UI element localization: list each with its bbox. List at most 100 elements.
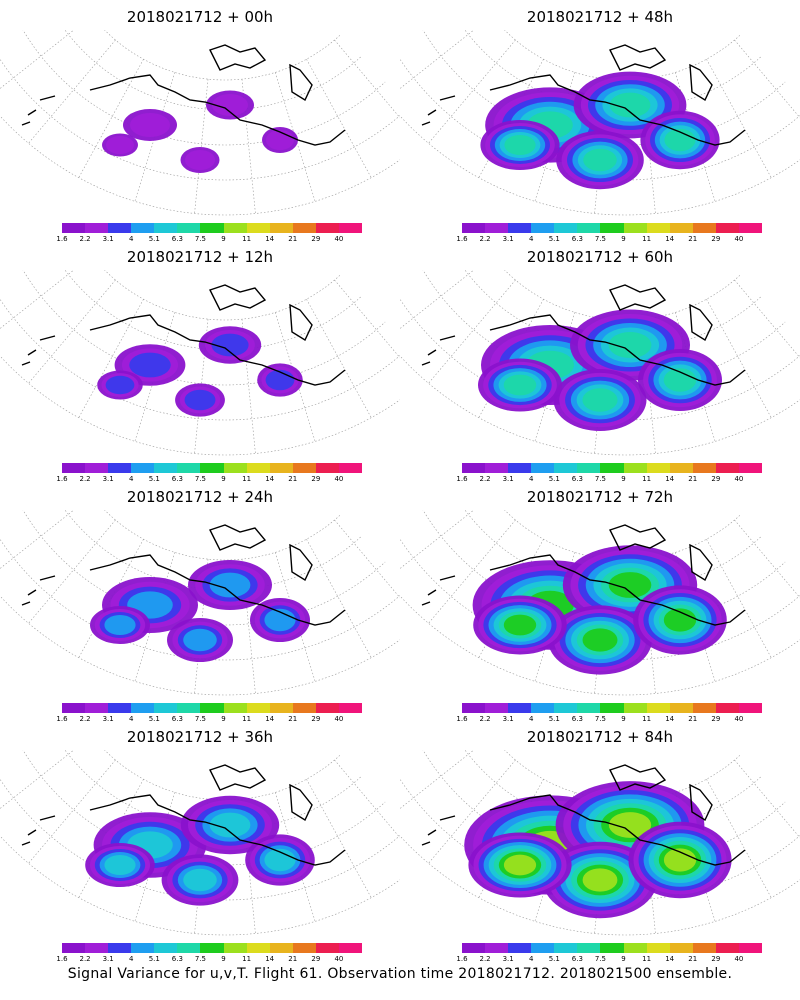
colorbar-swatch (692, 703, 716, 713)
colorbar-label: 1.6 (456, 955, 468, 963)
colorbar-label: 9 (221, 235, 226, 243)
colorbar-swatch (600, 463, 624, 473)
colorbar-swatch (246, 463, 270, 473)
colorbar-label: 3.1 (102, 475, 114, 483)
colorbar-label: 1.6 (56, 235, 68, 243)
colorbar-label: 9 (621, 475, 626, 483)
colorbar-swatch (62, 943, 86, 953)
colorbar-swatch (85, 463, 109, 473)
colorbar-swatch (531, 703, 555, 713)
colorbar-swatch (577, 703, 601, 713)
colorbar-swatch (108, 463, 132, 473)
colorbar-swatch (246, 943, 270, 953)
colorbar-swatch (646, 703, 670, 713)
colorbar-swatch (338, 943, 363, 953)
colorbar-label: 4 (528, 715, 534, 723)
colorbar-label: 7.5 (194, 955, 207, 963)
colorbar-label: 2.2 (479, 715, 491, 723)
colorbar-label: 4 (128, 475, 134, 483)
colorbar-label: 7.5 (194, 475, 207, 483)
colorbar-label: 1.6 (56, 475, 68, 483)
colorbar (62, 223, 363, 233)
colorbar-label: 9 (621, 955, 626, 963)
colorbar-swatch (715, 943, 739, 953)
colorbar-swatch (223, 703, 247, 713)
colorbar-label: 4 (128, 235, 134, 243)
colorbar-label: 9 (221, 475, 226, 483)
colorbar-label: 29 (311, 955, 321, 963)
panel-title: 2018021712 + 72h (526, 488, 674, 506)
colorbar-swatch (508, 463, 532, 473)
colorbar (462, 463, 763, 473)
colorbar-label: 29 (711, 715, 721, 723)
colorbar-label: 29 (711, 235, 721, 243)
colorbar-label: 1.6 (56, 955, 68, 963)
colorbar-label: 6.3 (571, 235, 583, 243)
colorbar-swatch (669, 703, 693, 713)
colorbar (62, 463, 363, 473)
colorbar-swatch (462, 943, 486, 953)
colorbar-swatch (108, 223, 132, 233)
forecast-panel: 2018021712 + 12h 1.6 2.2 3.1 4 5.1 6.3 7.5 9 11 14… (0, 240, 400, 485)
colorbar-swatch (462, 223, 486, 233)
polar-map (0, 510, 400, 696)
colorbar-label: 4 (128, 715, 134, 723)
colorbar-swatch (131, 223, 155, 233)
colorbar-swatch (154, 943, 178, 953)
graticule (0, 30, 400, 216)
colorbar-label: 40 (734, 955, 744, 963)
panel-title: 2018021712 + 36h (126, 728, 274, 746)
colorbar-label: 1.6 (56, 715, 68, 723)
panel-title: 2018021712 + 24h (126, 488, 274, 506)
forecast-panel: 2018021712 + 24h 1.6 2.2 3.1 4 5.1 6.3 7.5 9 11 14… (0, 480, 400, 725)
colorbar-label: 5.1 (148, 715, 160, 723)
colorbar-label: 3.1 (502, 955, 514, 963)
colorbar-swatch (600, 223, 624, 233)
colorbar-swatch (269, 943, 293, 953)
colorbar-label: 6.3 (571, 715, 583, 723)
colorbar-label: 3.1 (502, 235, 514, 243)
colorbar-label: 3.1 (102, 715, 114, 723)
polar-map (400, 30, 800, 216)
colorbar-label: 29 (311, 715, 321, 723)
colorbar-swatch (600, 943, 624, 953)
colorbar-swatch (292, 463, 316, 473)
colorbar-swatch (338, 463, 363, 473)
colorbar-label: 14 (265, 955, 275, 963)
colorbar-swatch (554, 223, 578, 233)
colorbar-swatch (485, 703, 509, 713)
colorbar-swatch (131, 703, 155, 713)
colorbar-swatch (269, 703, 293, 713)
colorbar-label: 6.3 (171, 955, 183, 963)
colorbar-swatch (131, 463, 155, 473)
colorbar-swatch (154, 223, 178, 233)
figure-caption: Signal Variance for u,v,T. Flight 61. Ob… (67, 966, 733, 982)
colorbar-label: 40 (334, 475, 344, 483)
colorbar-labels: 1.6 2.2 3.1 4 5.1 6.3 7.5 9 11 14 21 29 40 (56, 715, 362, 725)
panel-title: 2018021712 + 00h (126, 8, 274, 26)
coastline (21, 284, 346, 386)
forecast-panel: 2018021712 + 36h 1.6 2.2 3.1 4 5.1 6.3 7.5 9 11 14… (0, 720, 400, 965)
polar-map (400, 750, 800, 936)
colorbar-label: 9 (221, 715, 226, 723)
colorbar-label: 2.2 (479, 235, 491, 243)
colorbar-swatch (315, 703, 339, 713)
colorbar-swatch (531, 223, 555, 233)
colorbar-label: 21 (688, 235, 698, 243)
colorbar-swatch (292, 703, 316, 713)
coastline (21, 764, 346, 866)
variance-field (97, 326, 303, 417)
panel-title: 2018021712 + 48h (526, 8, 674, 26)
polar-map (400, 510, 800, 696)
colorbar-label: 9 (621, 715, 626, 723)
colorbar-swatch (62, 703, 86, 713)
colorbar-swatch (223, 943, 247, 953)
colorbar-label: 2.2 (79, 955, 91, 963)
colorbar-label: 11 (242, 955, 252, 963)
colorbar-label: 5.1 (548, 715, 560, 723)
colorbar-label: 7.5 (594, 475, 607, 483)
polar-map (0, 30, 400, 216)
colorbar-swatch (315, 223, 339, 233)
forecast-panel: 2018021712 + 84h 1.6 2.2 3.1 4 5.1 6.3 7.5 9 11 14… (400, 720, 800, 965)
colorbar-label: 7.5 (194, 715, 207, 723)
